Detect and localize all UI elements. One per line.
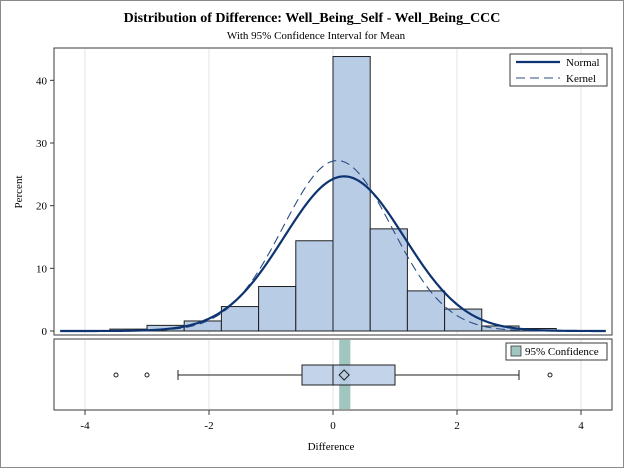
legend-kernel-label: Kernel [566, 73, 596, 85]
boxplot-mean-marker [338, 369, 350, 381]
legend-normal-label: Normal [566, 57, 600, 69]
histogram-bars [109, 56, 557, 332]
x-axis: -4 -2 0 2 4 [80, 410, 584, 432]
boxplot [113, 364, 553, 386]
y-tick-label: 0 [42, 326, 48, 338]
boxplot-outlier [144, 372, 150, 378]
y-axis: 0 10 20 30 40 [36, 75, 54, 338]
y-tick-label: 40 [36, 75, 48, 87]
histogram-bar [444, 308, 483, 332]
histogram-bar [332, 56, 371, 332]
y-tick-label: 10 [36, 263, 48, 275]
x-tick-label: 2 [454, 420, 460, 432]
histogram-bar [295, 240, 334, 332]
boxplot-outlier [547, 372, 553, 378]
x-axis-label: Difference [308, 441, 355, 453]
confidence-legend-label: 95% Confidence [525, 346, 599, 358]
y-tick-label: 20 [36, 201, 48, 213]
boxplot-legend: 95% Confidence [505, 342, 608, 361]
chart-subtitle: With 95% Confidence Interval for Mean [227, 30, 406, 42]
histogram-bar [406, 290, 446, 332]
histogram-bar [258, 286, 297, 332]
x-tick-label: -2 [204, 420, 213, 432]
boxplot-outlier [113, 372, 119, 378]
x-tick-label: 0 [330, 420, 336, 432]
y-tick-label: 30 [36, 138, 48, 150]
normal-density-curve [60, 175, 606, 333]
histogram-bar [369, 228, 408, 332]
x-tick-label: -4 [80, 420, 90, 432]
histogram-bar [220, 306, 260, 332]
y-axis-label: Percent [13, 176, 25, 209]
confidence-legend-swatch [510, 345, 522, 357]
chart-title: Distribution of Difference: Well_Being_S… [124, 11, 501, 26]
x-tick-label: 4 [578, 420, 584, 432]
legend-box: Normal Kernel [509, 53, 608, 87]
